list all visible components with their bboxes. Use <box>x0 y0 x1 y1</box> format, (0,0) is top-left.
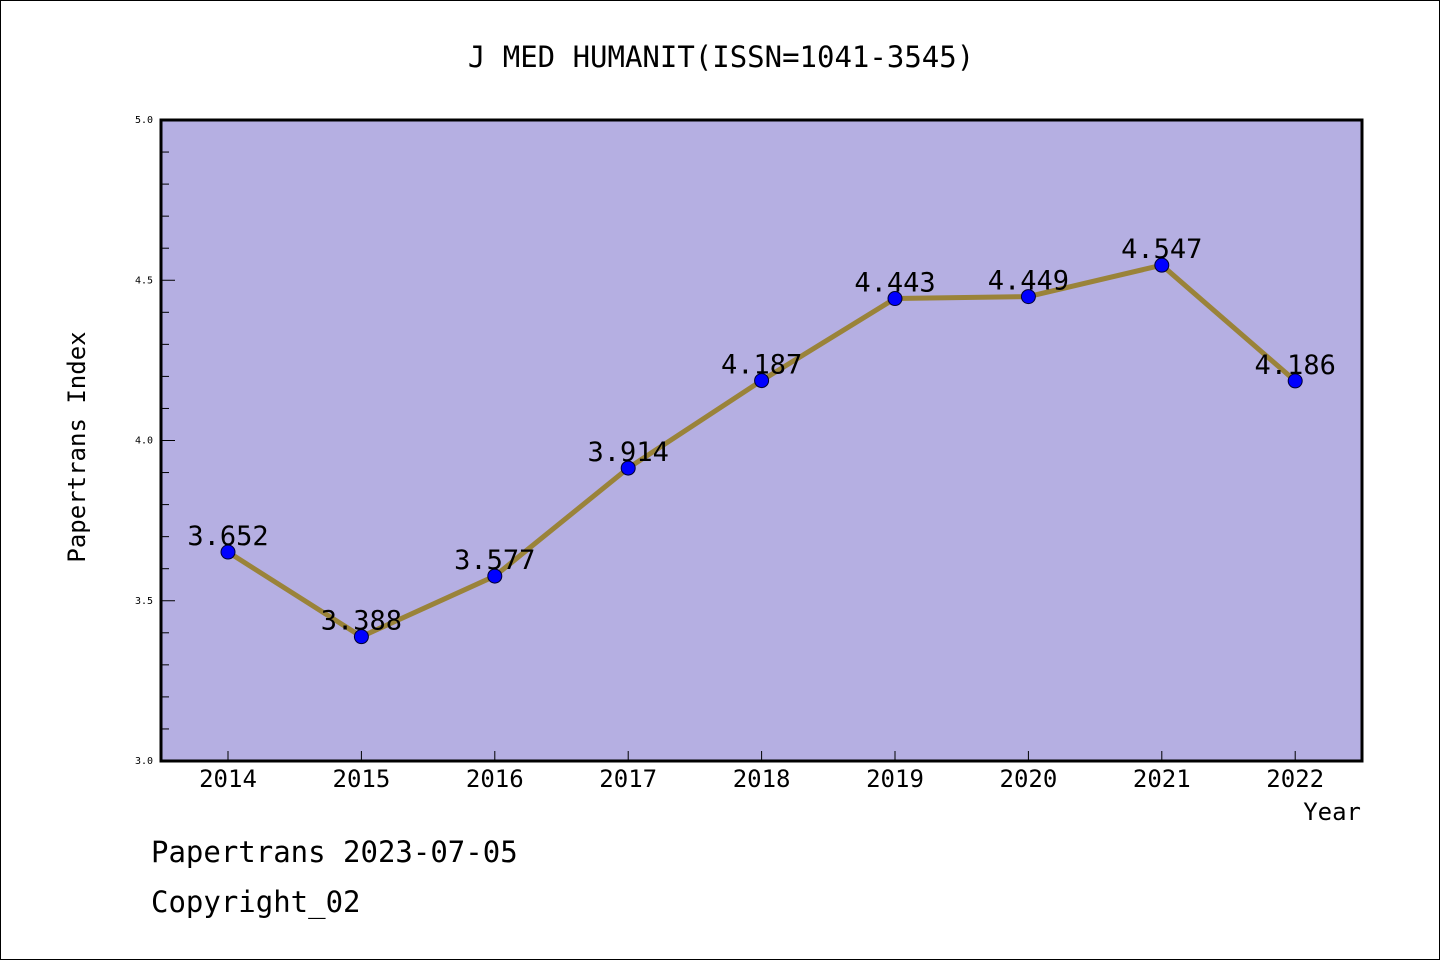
x-tick-label: 2018 <box>733 765 791 793</box>
y-tick-label: 5.0 <box>135 115 153 126</box>
plot-border <box>159 118 1364 763</box>
data-label: 3.652 <box>187 521 268 552</box>
x-tick-label: 2017 <box>599 765 657 793</box>
data-point <box>754 373 770 389</box>
x-axis-label: Year <box>1303 798 1361 826</box>
footer-copyright: Copyright_02 <box>151 885 361 919</box>
y-axis-label: Papertrans Index <box>63 331 91 562</box>
data-point <box>220 544 236 560</box>
data-labels: 3.652 3.388 3.577 3.914 4.187 4.443 4.449 4.547… <box>187 234 1335 636</box>
data-label: 3.388 <box>321 606 402 637</box>
x-axis: 2014 2015 2016 2017 2018 2019 2020 2021 2022 <box>199 751 1324 793</box>
y-tick-label: 3.0 <box>135 756 153 767</box>
data-label: 3.577 <box>454 545 535 576</box>
data-point <box>1154 257 1170 273</box>
x-tick-label: 2021 <box>1133 765 1191 793</box>
x-tick-label: 2014 <box>199 765 257 793</box>
data-label: 4.449 <box>988 266 1069 297</box>
plot-area <box>161 120 1362 761</box>
data-label: 4.187 <box>721 350 802 381</box>
footer-date: Papertrans 2023-07-05 <box>151 835 518 869</box>
data-point <box>353 629 369 645</box>
x-tick-label: 2022 <box>1266 765 1324 793</box>
y-tick-label: 4.5 <box>135 275 153 286</box>
x-tick-label: 2020 <box>1000 765 1058 793</box>
y-tick-label: 4.0 <box>135 436 153 447</box>
x-tick-label: 2015 <box>333 765 391 793</box>
data-point <box>620 460 636 476</box>
x-tick-label: 2019 <box>866 765 924 793</box>
data-point <box>1020 289 1036 305</box>
data-point <box>487 568 503 584</box>
y-tick-label: 3.5 <box>135 596 153 607</box>
data-label: 4.547 <box>1121 234 1202 265</box>
chart-title: J MED HUMANIT(ISSN=1041-3545) <box>468 40 974 74</box>
data-label: 4.186 <box>1255 350 1336 381</box>
data-point <box>887 291 903 307</box>
x-tick-label: 2016 <box>466 765 524 793</box>
data-label: 4.443 <box>854 268 935 299</box>
data-point <box>1287 373 1303 389</box>
data-markers <box>220 257 1303 645</box>
data-label: 3.914 <box>588 437 669 468</box>
